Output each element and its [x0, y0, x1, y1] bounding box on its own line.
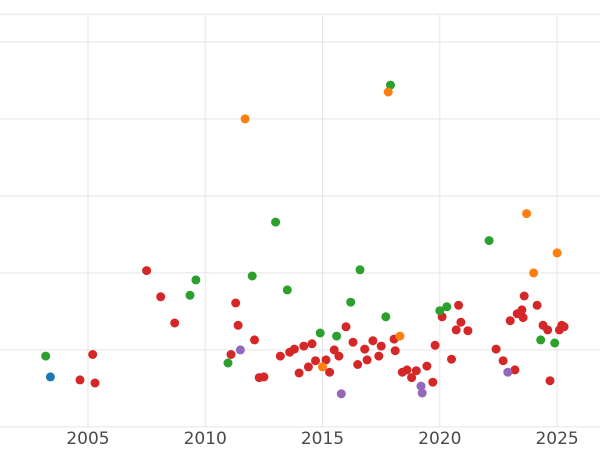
data-point-red [307, 339, 317, 349]
data-point-red [360, 344, 370, 354]
data-point-green [355, 265, 365, 275]
data-point-red [341, 322, 351, 332]
data-point-red [353, 360, 363, 369]
data-point-red [325, 367, 335, 377]
data-point-green [315, 328, 325, 338]
data-point-red [374, 351, 384, 361]
data-point-purple [336, 389, 346, 399]
data-point-red [518, 313, 528, 323]
data-point-red [299, 341, 309, 351]
data-point-red [75, 375, 85, 385]
data-point-red [376, 341, 386, 351]
data-point-orange [318, 362, 327, 372]
data-point-red [411, 366, 421, 376]
data-point-green [271, 217, 281, 227]
x-tick-label: 2005 [66, 429, 109, 449]
data-point-red [289, 344, 299, 354]
data-point-red [250, 335, 259, 345]
data-point-green [247, 271, 257, 281]
data-point-green [282, 285, 292, 295]
data-point-red [275, 351, 285, 361]
data-point-red [311, 356, 320, 366]
data-point-red [451, 325, 461, 335]
data-point-green [550, 338, 560, 348]
data-point-purple [503, 367, 513, 377]
data-point-red [226, 350, 236, 359]
data-point-green [332, 331, 342, 341]
data-point-green [185, 290, 195, 300]
x-tick-label: 2025 [535, 429, 578, 449]
data-point-green [386, 80, 395, 90]
data-point-green [536, 335, 546, 345]
data-point-red [90, 378, 100, 388]
data-point-green [346, 297, 356, 307]
data-point-red [463, 326, 473, 336]
data-point-red [294, 368, 304, 378]
data-point-red [532, 300, 542, 310]
data-point-red [428, 377, 438, 387]
data-point-red [519, 291, 529, 301]
data-point-orange [522, 209, 532, 219]
data-point-red [88, 350, 98, 359]
data-point-red [543, 325, 553, 335]
x-tick-label: 2020 [418, 429, 461, 449]
data-point-red [334, 351, 344, 361]
data-point-orange [383, 87, 393, 97]
data-point-red [510, 365, 520, 375]
data-point-red [368, 336, 378, 346]
data-point-green [223, 358, 233, 368]
x-tick-label: 2010 [184, 429, 227, 449]
data-point-red [329, 345, 339, 355]
data-point-red [505, 316, 515, 326]
data-point-green [41, 351, 51, 361]
data-point-green [442, 302, 452, 312]
data-point-red [498, 356, 508, 366]
data-point-red [170, 318, 180, 328]
data-point-red [559, 322, 569, 332]
data-point-red [348, 337, 358, 347]
data-point-orange [240, 114, 250, 124]
x-tick-label: 2015 [301, 429, 344, 449]
data-point-red [402, 365, 412, 375]
data-point-green [191, 275, 201, 285]
data-point-red [456, 317, 466, 327]
data-point-red [142, 266, 152, 276]
data-point-red [491, 344, 501, 354]
data-point-red [231, 298, 241, 308]
data-point-orange [529, 268, 539, 278]
data-point-green [381, 312, 391, 322]
data-point-red [407, 373, 417, 383]
data-point-red [447, 354, 456, 364]
data-point-orange [395, 331, 405, 341]
data-point-green [435, 306, 445, 316]
data-point-orange [552, 248, 562, 258]
data-point-purple [417, 388, 427, 398]
data-point-red [303, 362, 313, 372]
data-point-red [545, 376, 555, 386]
data-point-red [422, 361, 432, 371]
data-point-red [321, 355, 331, 365]
data-point-red [362, 355, 372, 365]
data-point-red [390, 346, 400, 356]
data-point-red [259, 372, 269, 382]
data-point-red [454, 300, 464, 310]
data-point-red [517, 305, 527, 315]
data-point-red [430, 340, 440, 350]
data-point-blue [45, 372, 55, 382]
data-point-green [484, 236, 494, 246]
data-point-red [233, 320, 243, 330]
data-point-red [156, 292, 166, 302]
data-point-purple [416, 381, 426, 391]
data-point-purple [235, 345, 245, 355]
